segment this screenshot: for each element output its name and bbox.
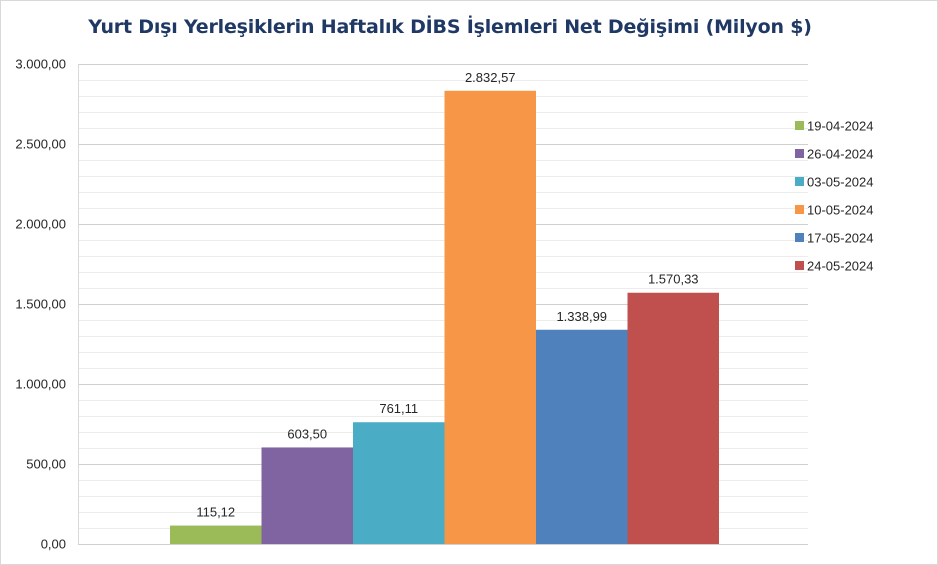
legend-swatch xyxy=(795,261,804,270)
legend-swatch xyxy=(795,149,804,158)
legend-swatch xyxy=(795,177,804,186)
legend: 19-04-2024 26-04-2024 03-05-2024 10-05-2024… xyxy=(795,119,874,274)
bar-03-05-2024 xyxy=(353,422,445,544)
y-tick-label: 1.000,00 xyxy=(15,377,66,392)
data-label: 2.832,57 xyxy=(465,70,516,85)
bar-10-05-2024 xyxy=(444,90,536,544)
y-tick-label: 1.500,00 xyxy=(15,297,66,312)
data-label: 1.338,99 xyxy=(556,309,607,324)
legend-entry: 26-04-2024 xyxy=(807,147,874,162)
legend-entry: 24-05-2024 xyxy=(807,259,874,274)
data-label: 761,11 xyxy=(379,401,418,416)
y-axis-tick-labels: 0,00 500,00 1.000,00 1.500,00 2.000,00 2.500,… xyxy=(15,57,66,552)
y-tick-label: 3.000,00 xyxy=(15,57,66,72)
legend-entry: 17-05-2024 xyxy=(807,231,874,246)
chart-title: Yurt Dışı Yerleşiklerin Haftalık DİBS İş… xyxy=(88,16,812,38)
legend-swatch xyxy=(795,121,804,130)
legend-entry: 10-05-2024 xyxy=(807,203,874,218)
legend-entry: 19-04-2024 xyxy=(807,119,874,134)
y-tick-label: 2.500,00 xyxy=(15,137,66,152)
data-labels: 115,12 603,50 761,11 2.832,57 1.338,99 1.570,… xyxy=(196,70,698,520)
bar-17-05-2024 xyxy=(536,329,628,544)
legend-swatch xyxy=(795,205,804,214)
data-label: 603,50 xyxy=(287,426,327,441)
data-label: 115,12 xyxy=(196,505,235,520)
y-tick-label: 500,00 xyxy=(26,457,66,472)
legend-swatch xyxy=(795,233,804,242)
y-tick-label: 2.000,00 xyxy=(15,217,66,232)
bars xyxy=(170,90,719,544)
data-label: 1.570,33 xyxy=(648,272,699,287)
bar-26-04-2024 xyxy=(261,447,353,544)
bar-24-05-2024 xyxy=(627,292,719,544)
legend-entry: 03-05-2024 xyxy=(807,175,874,190)
y-tick-label: 0,00 xyxy=(41,537,66,552)
bar-19-04-2024 xyxy=(170,525,262,544)
